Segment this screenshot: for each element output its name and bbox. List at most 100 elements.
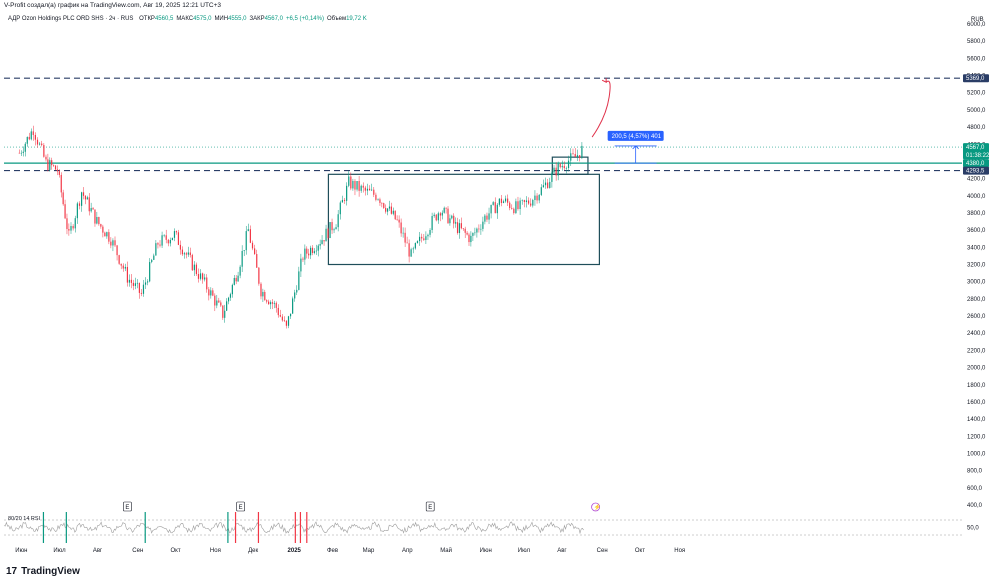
candle-body xyxy=(427,234,429,237)
candle-body xyxy=(441,212,443,216)
candle-body xyxy=(354,180,356,190)
candle-body xyxy=(453,215,455,224)
earnings-marker[interactable] xyxy=(123,501,132,512)
candle-body xyxy=(70,226,72,231)
candle-body xyxy=(153,255,155,260)
candle-body xyxy=(515,201,517,214)
y-tick-label: 2000,0 xyxy=(967,366,986,372)
range-box[interactable] xyxy=(551,156,589,175)
candle-body xyxy=(502,201,505,203)
candle-body xyxy=(482,221,484,229)
rsi-label[interactable]: 80/20 14 RSI xyxy=(8,516,41,522)
price-level-tag xyxy=(963,166,989,175)
candle-body xyxy=(235,277,237,282)
x-tick-label: Фев xyxy=(327,548,338,554)
projection-arrowhead-icon xyxy=(601,78,607,84)
x-tick-label: Июл xyxy=(518,548,531,554)
candle-body xyxy=(525,200,528,202)
candle-body xyxy=(325,228,327,242)
candle-body xyxy=(169,240,171,244)
candle-body xyxy=(445,207,447,209)
ohlc-value: 4575,0 xyxy=(193,16,212,22)
candle-body xyxy=(179,244,182,250)
candle-body xyxy=(24,143,26,152)
y-tick-label: 3200,0 xyxy=(967,263,986,269)
x-tick-label: Окт xyxy=(170,548,180,554)
candle-body xyxy=(308,253,310,256)
candle-body xyxy=(273,302,275,304)
range-box[interactable] xyxy=(327,173,600,266)
candle-body xyxy=(122,265,124,269)
candle-body xyxy=(388,206,391,209)
candle-body xyxy=(245,231,247,251)
candle-body xyxy=(173,231,176,238)
x-tick-label: Май xyxy=(440,547,452,554)
candle-body xyxy=(138,282,141,293)
candle-body xyxy=(134,283,137,286)
measure-arrow-icon xyxy=(632,145,639,150)
candle-body xyxy=(498,198,500,205)
candle-body xyxy=(202,273,204,280)
measure-label: 200,5 (4,57%) 401 xyxy=(612,134,662,140)
candle-body xyxy=(175,231,178,233)
candle-body xyxy=(530,203,532,206)
candle-body xyxy=(547,182,549,188)
candle-body xyxy=(92,208,94,210)
candle-body xyxy=(404,232,406,243)
x-tick-label: Июн xyxy=(15,548,27,554)
candle-body xyxy=(287,316,290,326)
candle-body xyxy=(500,198,503,203)
candle-body xyxy=(416,241,419,243)
candle-body xyxy=(283,320,285,321)
candle-body xyxy=(371,189,373,191)
candle-body xyxy=(151,259,153,263)
candle-body xyxy=(108,232,110,242)
candle-body xyxy=(247,229,249,232)
candle-body xyxy=(159,244,161,246)
earnings-marker[interactable] xyxy=(236,501,245,512)
projection-line[interactable] xyxy=(591,80,611,138)
x-tick-label: Ноя xyxy=(674,548,685,554)
ohlc-value: 19,72 K xyxy=(346,16,367,22)
candle-body xyxy=(226,301,228,311)
candle-body xyxy=(197,274,200,279)
earnings-marker-label: E xyxy=(239,505,243,511)
candle-body xyxy=(199,273,202,279)
y-tick-label: 3800,0 xyxy=(967,211,986,217)
candle-body xyxy=(462,228,464,229)
earnings-marker[interactable] xyxy=(425,501,435,512)
candle-body xyxy=(414,242,416,249)
candle-body xyxy=(425,236,427,240)
candle-body xyxy=(140,292,142,294)
candle-body xyxy=(187,252,189,255)
candle-body xyxy=(542,185,545,188)
candle-body xyxy=(311,247,314,253)
candle-body xyxy=(142,284,145,294)
price-level-label: 4380,0 xyxy=(966,161,985,167)
candle-body xyxy=(30,131,32,140)
candle-body xyxy=(76,203,78,219)
candle-body xyxy=(366,188,369,191)
ohlc-value: 4560,5 xyxy=(154,16,174,22)
candle-body xyxy=(437,213,439,221)
candle-body xyxy=(396,219,398,220)
candle-body xyxy=(130,279,133,283)
candle-body xyxy=(281,316,283,321)
candle-body xyxy=(165,235,167,240)
candle-body xyxy=(102,226,104,233)
candle-body xyxy=(315,250,317,252)
candle-body xyxy=(474,232,476,234)
symbol-name[interactable]: АДР Ozon Holdings PLC ORD SHS · 2ч · RUS xyxy=(8,16,134,22)
event-lightning-icon[interactable] xyxy=(591,502,600,512)
candle-body xyxy=(171,237,174,241)
candle-body xyxy=(455,222,457,224)
candle-body xyxy=(155,243,157,256)
x-tick-label: 2025 xyxy=(288,548,302,554)
x-tick-label: Апр xyxy=(402,548,413,554)
currency-label[interactable]: RUB xyxy=(971,17,984,23)
candle-body xyxy=(335,227,337,230)
y-tick-label: 4200,0 xyxy=(967,177,986,183)
price-level-tag xyxy=(963,74,989,83)
y-tick-label: 1800,0 xyxy=(967,383,986,389)
